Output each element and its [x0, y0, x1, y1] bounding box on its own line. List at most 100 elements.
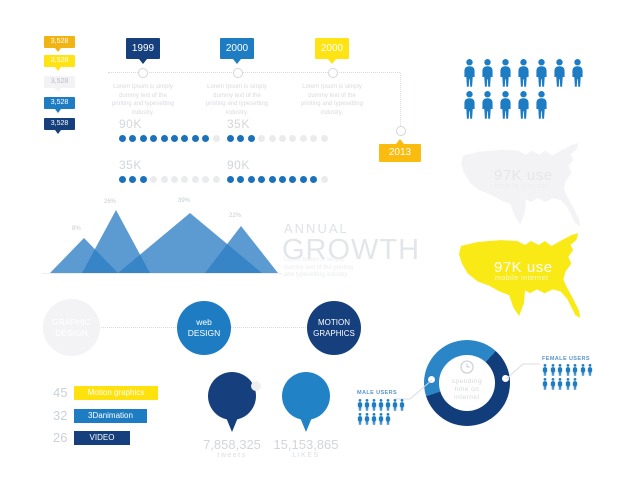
person-icon — [481, 59, 494, 87]
service-line: GRAPHIC — [52, 316, 91, 327]
timeline-flag-1999: 1999 — [126, 38, 160, 64]
meter-dot — [212, 135, 220, 142]
female-users-pictograph — [542, 364, 593, 392]
meter-dot — [247, 135, 255, 142]
milestone-desc: Lorem Ipsum is simply dummy text of the … — [205, 84, 269, 116]
person-icon — [499, 59, 512, 87]
person-icon — [550, 378, 556, 390]
map-stat-label: mobile internet — [495, 183, 549, 190]
donut-center-line: internet — [454, 394, 480, 401]
person-icon — [565, 378, 571, 390]
skill-bar: VIDEO — [74, 431, 130, 445]
meter-dot — [268, 135, 276, 142]
skill-bar: 3Danimation — [74, 409, 147, 423]
person-icon — [535, 59, 548, 87]
mountain-percent-label: 26% — [104, 199, 117, 205]
dot-meter: 35K — [227, 117, 337, 142]
timeline-node — [396, 126, 406, 136]
timeline-node — [138, 68, 148, 78]
person-icon — [463, 91, 476, 119]
person-icon — [499, 91, 512, 119]
stat-tag-value: 3,528 — [50, 99, 69, 106]
person-icon — [399, 399, 405, 411]
dot-meter: 35K — [119, 158, 229, 183]
meter-dot — [129, 176, 137, 183]
stat-tag-value: 3,528 — [50, 78, 69, 85]
meter-dot — [258, 176, 266, 183]
person-icon — [572, 364, 578, 376]
growth-kicker: ANNUAL — [284, 221, 349, 236]
meter-dot — [237, 135, 245, 142]
stat-tag: 3,528 — [44, 118, 75, 134]
decorative-dot — [251, 381, 261, 391]
clock-icon — [460, 360, 474, 374]
dot-meter-dots — [227, 135, 337, 142]
meter-dot — [310, 176, 318, 183]
person-icon — [517, 59, 530, 87]
timeline-drop-line — [400, 73, 401, 126]
mountain-percent-label: 22% — [229, 213, 242, 219]
dot-meter-label: 90K — [227, 158, 250, 172]
person-icon — [550, 364, 556, 376]
donut-center-line: time on — [454, 386, 480, 393]
donut-node-left — [428, 376, 435, 383]
meter-dot — [320, 135, 328, 142]
person-icon — [371, 413, 377, 425]
flag-year: 2000 — [225, 43, 249, 54]
person-icon — [571, 59, 584, 87]
person-icon — [392, 399, 398, 411]
service-circle-web-design: web DESIGN — [177, 301, 231, 355]
donut-center-text: spending time on internet — [437, 378, 497, 402]
stat-tag: 3,528 — [44, 97, 75, 113]
pictograph-row — [542, 364, 593, 376]
dot-meter: 90K — [227, 158, 337, 183]
person-icon — [580, 364, 586, 376]
dot-meter-dots — [119, 135, 229, 142]
dot-meter-label: 35K — [119, 158, 142, 172]
meter-dot — [150, 176, 158, 183]
meter-dot — [247, 176, 255, 183]
growth-title: GROWTH — [282, 234, 421, 266]
meter-dot — [191, 176, 199, 183]
skill-value: 26 — [53, 430, 68, 445]
pictograph-row — [357, 413, 405, 425]
service-line: web — [196, 317, 212, 327]
stat-tag: 3,528 — [44, 76, 75, 92]
person-icon — [542, 378, 548, 390]
male-users-label: MALE USERS — [357, 390, 398, 396]
milestone-desc: Lorem Ipsum is simply dummy text of the … — [111, 84, 175, 116]
meter-dot — [139, 176, 147, 183]
social-stat-label: tweets — [217, 452, 247, 459]
person-icon — [463, 59, 476, 87]
timeline-flag-2000-blue: 2000 — [220, 38, 254, 64]
meter-dot — [237, 176, 245, 183]
flag-year: 2000 — [320, 43, 344, 54]
meter-dot — [170, 135, 178, 142]
service-line: DESIGN — [187, 328, 221, 338]
flag-year: 2013 — [388, 147, 412, 158]
mountain-percent-label: 39% — [178, 198, 191, 204]
person-icon — [542, 364, 548, 376]
meter-dot — [299, 135, 307, 142]
donut-node-right — [502, 375, 509, 382]
stat-tag-value: 3,528 — [50, 38, 69, 45]
timeline-node — [328, 68, 338, 78]
service-line: GRAPHICS — [313, 329, 355, 338]
skill-value: 32 — [53, 408, 68, 423]
meter-dot — [160, 176, 168, 183]
meter-dot — [150, 135, 158, 142]
dot-meter-label: 90K — [119, 117, 142, 131]
person-icon — [364, 413, 370, 425]
female-users-label: FEMALE USERS — [542, 356, 590, 362]
meter-dot — [170, 176, 178, 183]
usa-map-yellow-icon — [458, 233, 581, 318]
person-icon — [553, 59, 566, 87]
meter-dot — [278, 176, 286, 183]
meter-dot — [320, 176, 328, 183]
social-stat-label: LIKES — [292, 452, 320, 459]
male-users-pictograph — [357, 399, 405, 427]
meter-dot — [181, 135, 189, 142]
dot-meter: 90K — [119, 117, 229, 142]
meter-dot — [181, 176, 189, 183]
